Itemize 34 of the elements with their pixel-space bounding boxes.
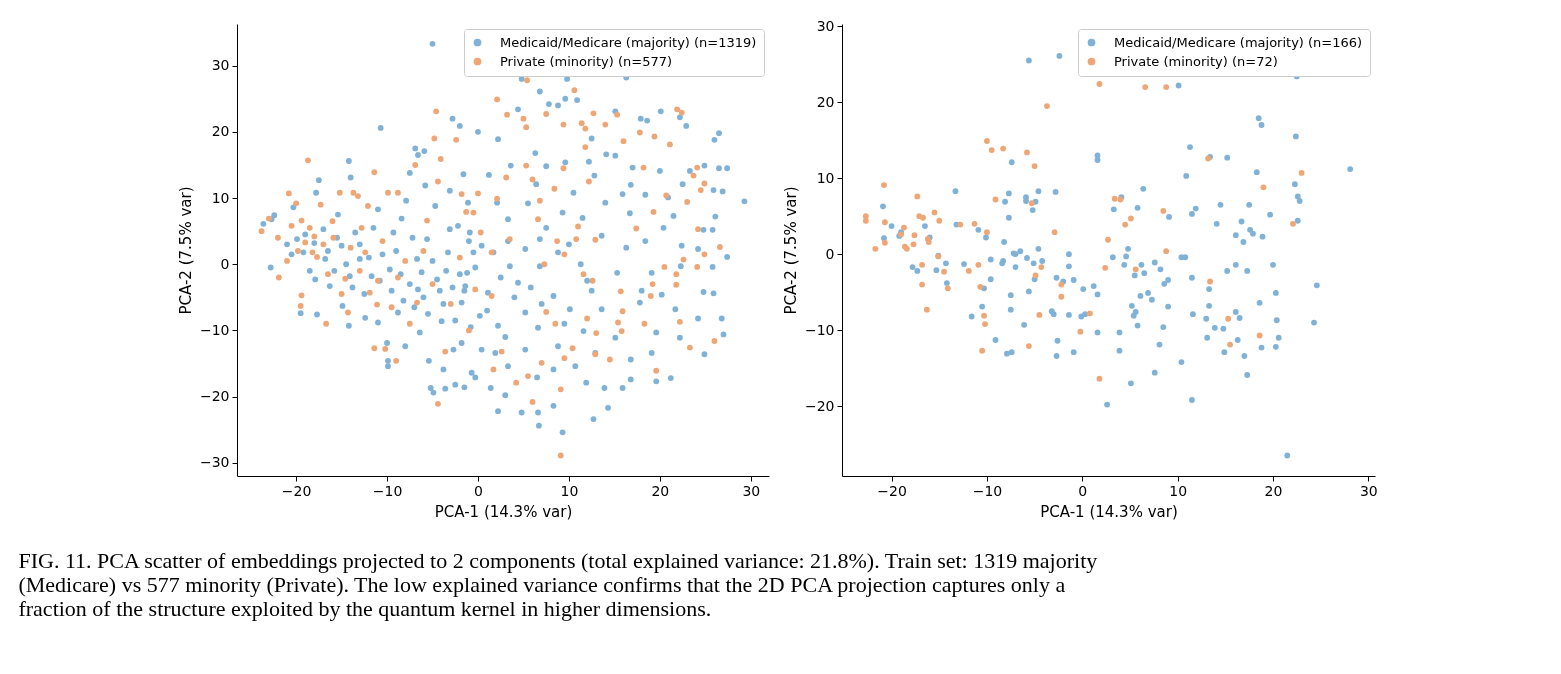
x-axis-title: PCA-1 (14.3% var) <box>434 502 573 521</box>
x-tick-label: 0 <box>1078 482 1088 499</box>
legend-label: Medicaid/Medicare (majority) (n=1319) <box>500 34 757 50</box>
y-tick-label: 30 <box>816 17 835 34</box>
y-tick-label: 20 <box>816 93 835 110</box>
x-tick-label: −10 <box>372 482 403 499</box>
legend-label: Private (minority) (n=72) <box>1114 53 1278 69</box>
x-tick-label: 30 <box>1359 482 1378 499</box>
y-tick-label: −30 <box>199 454 230 471</box>
x-tick-label: 10 <box>1169 482 1188 499</box>
y-tick-label: −10 <box>804 321 835 338</box>
y-tick-label: −20 <box>804 397 835 414</box>
x-tick-label: 30 <box>742 482 761 499</box>
y-axis-title: PCA-2 (7.5% var) <box>781 186 800 315</box>
y-tick-label: −10 <box>199 321 230 338</box>
y-tick-label: 0 <box>220 255 230 272</box>
legend-label: Medicaid/Medicare (majority) (n=166) <box>1114 34 1363 50</box>
x-axis-title: PCA-1 (14.3% var) <box>1040 502 1178 521</box>
x-tick-label: −10 <box>972 482 1003 499</box>
x-tick-label: 0 <box>474 482 483 499</box>
y-axis-title: PCA-2 (7.5% var) <box>176 186 195 315</box>
x-tick-label: −20 <box>877 482 907 499</box>
y-tick-label: 10 <box>816 169 835 186</box>
x-tick-label: 20 <box>1264 482 1283 499</box>
legend-label: Private (minority) (n=577) <box>500 53 673 69</box>
x-tick-label: 20 <box>651 482 670 499</box>
y-tick-label: 10 <box>211 189 230 206</box>
x-tick-label: −20 <box>281 482 312 499</box>
y-tick-label: 30 <box>211 57 230 74</box>
x-tick-label: 10 <box>560 482 579 499</box>
y-tick-label: 20 <box>211 123 230 140</box>
caption: FIG. 11. PCA scatter of embeddings projected to 2 components (total explained variance: 21.8%). Train set: 1319 majority (Medicare) vs 577 minority (Private). The low explained variance confirms that the 2D PCA projection captures only a fraction of the structure exploited by the quantum kernel in higher dimensions. <box>18 548 1098 621</box>
y-tick-label: 0 <box>825 245 835 262</box>
y-tick-label: −20 <box>199 388 230 405</box>
